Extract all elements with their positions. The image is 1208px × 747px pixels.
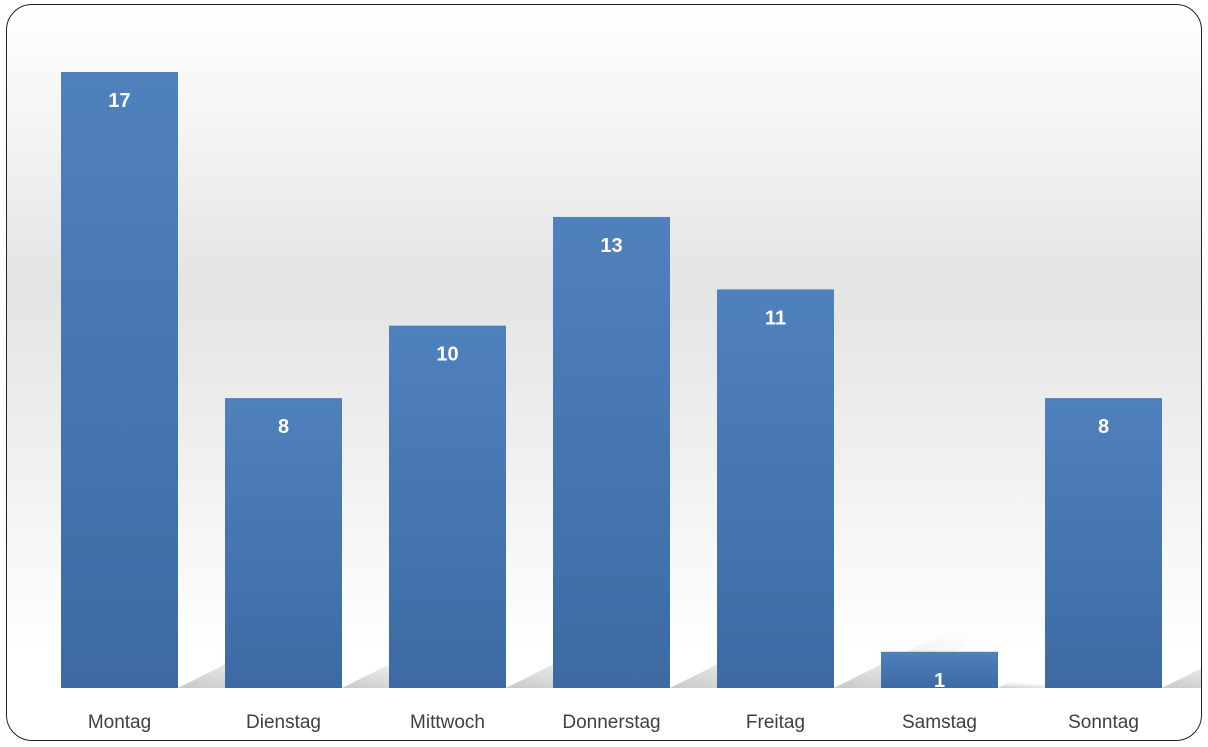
category-labels: Montag Dienstag Mittwoch Donnerstag Freitag S… — [88, 712, 1139, 733]
value-label-samstag: 1 — [934, 670, 945, 692]
category-label-freitag: Freitag — [746, 712, 805, 733]
bar-dienstag — [225, 398, 342, 688]
value-label-montag: 17 — [108, 90, 130, 112]
category-label-donnerstag: Donnerstag — [562, 712, 660, 733]
category-label-mittwoch: Mittwoch — [410, 712, 485, 733]
bar-shadow-sonntag — [1162, 668, 1201, 688]
bar-samstag — [881, 651, 998, 688]
bar-mittwoch — [389, 325, 506, 688]
bar-sonntag — [1045, 398, 1162, 688]
bar-montag — [61, 72, 178, 688]
value-label-mittwoch: 10 — [436, 344, 458, 366]
value-label-sonntag: 8 — [1098, 416, 1109, 438]
bar-freitag — [717, 289, 834, 688]
bars — [61, 72, 1162, 689]
category-label-montag: Montag — [88, 712, 151, 733]
category-label-sonntag: Sonntag — [1068, 712, 1139, 733]
category-label-dienstag: Dienstag — [246, 712, 321, 733]
bar-shadow-samstag — [998, 682, 1058, 688]
value-label-dienstag: 8 — [278, 416, 289, 438]
value-label-donnerstag: 13 — [600, 235, 622, 257]
bar-donnerstag — [553, 216, 670, 689]
value-label-freitag: 11 — [765, 307, 786, 329]
chart-frame: 17 8 10 13 11 1 8 Montag Dienstag Mittwoch Donner… — [6, 4, 1202, 741]
category-label-samstag: Samstag — [902, 712, 977, 733]
